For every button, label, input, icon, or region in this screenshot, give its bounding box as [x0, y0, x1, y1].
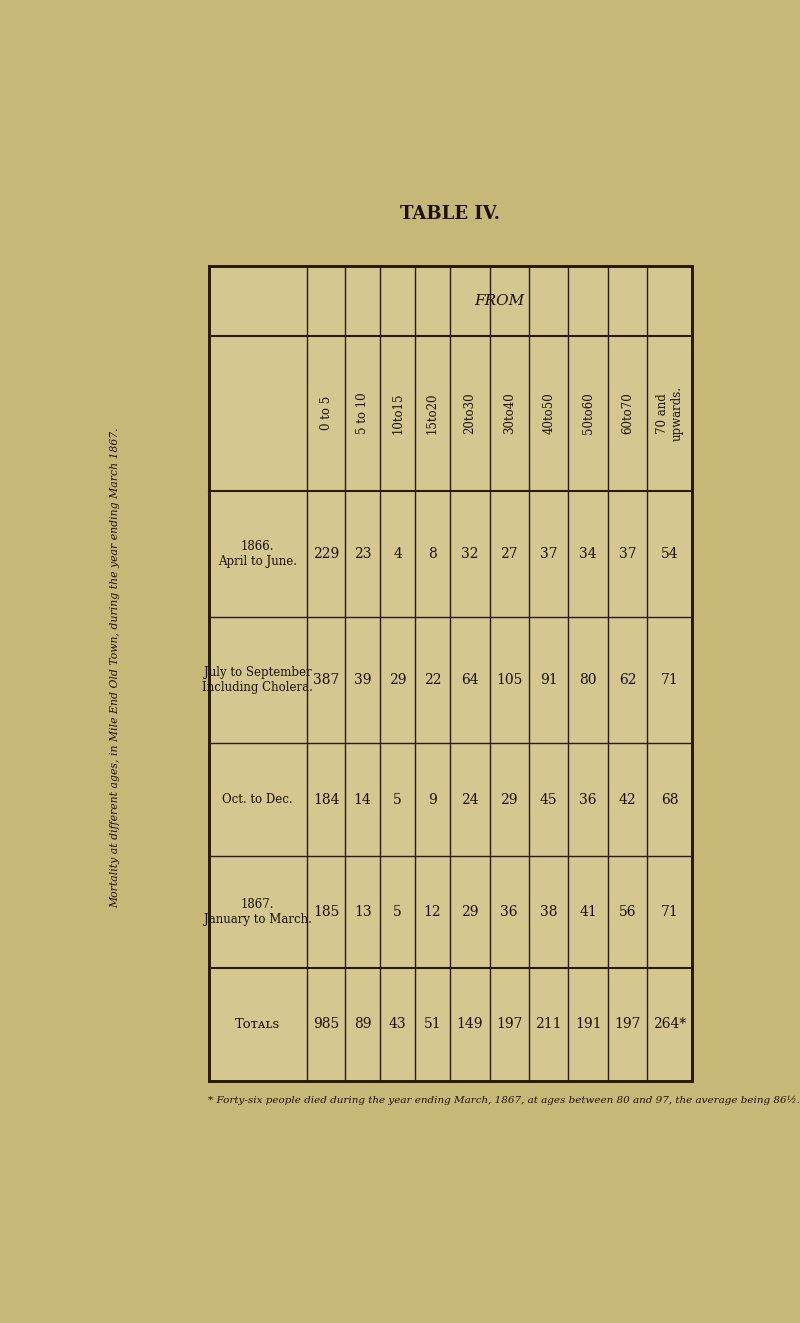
Text: 41: 41 [579, 905, 597, 919]
Text: 60to70: 60to70 [621, 393, 634, 434]
Text: 51: 51 [424, 1017, 442, 1032]
Text: 20to30: 20to30 [463, 393, 476, 434]
Text: 9: 9 [428, 792, 437, 807]
Text: 1867.
January to March.: 1867. January to March. [204, 898, 312, 926]
Text: 36: 36 [579, 792, 597, 807]
Text: 185: 185 [313, 905, 339, 919]
Text: 22: 22 [424, 673, 442, 687]
Text: 38: 38 [540, 905, 558, 919]
Text: 50to60: 50to60 [582, 393, 594, 434]
Text: 4: 4 [393, 546, 402, 561]
Text: 8: 8 [428, 546, 437, 561]
Text: 34: 34 [579, 546, 597, 561]
Text: 29: 29 [461, 905, 478, 919]
Text: 15to20: 15to20 [426, 393, 439, 434]
Text: 42: 42 [618, 792, 636, 807]
Text: FROM: FROM [474, 294, 525, 308]
Text: 40to50: 40to50 [542, 393, 555, 434]
Text: * Forty-six people died during the year ending March, 1867, at ages between 80 a: * Forty-six people died during the year … [209, 1095, 800, 1105]
Text: 62: 62 [619, 673, 636, 687]
Text: 70 and
upwards.: 70 and upwards. [656, 386, 684, 441]
Text: 43: 43 [389, 1017, 406, 1032]
Text: Tᴏᴛᴀʟѕ: Tᴏᴛᴀʟѕ [235, 1017, 281, 1031]
Text: 29: 29 [501, 792, 518, 807]
Text: 105: 105 [496, 673, 522, 687]
Text: 64: 64 [461, 673, 478, 687]
Text: 264*: 264* [653, 1017, 686, 1032]
Text: 0 to 5: 0 to 5 [320, 396, 333, 430]
Text: 68: 68 [661, 792, 678, 807]
Text: 36: 36 [501, 905, 518, 919]
Text: 5 to 10: 5 to 10 [356, 393, 369, 434]
Text: 211: 211 [535, 1017, 562, 1032]
Text: 30to40: 30to40 [502, 393, 516, 434]
Text: 229: 229 [313, 546, 339, 561]
Text: Oct. to Dec.: Oct. to Dec. [222, 794, 293, 806]
Text: 10to15: 10to15 [391, 393, 404, 434]
Text: 91: 91 [540, 673, 558, 687]
Text: 89: 89 [354, 1017, 371, 1032]
Text: Mortality at different ages, in Mile End Old Town, during the year ending March : Mortality at different ages, in Mile End… [110, 427, 121, 909]
Text: TABLE IV.: TABLE IV. [400, 205, 500, 222]
Text: 149: 149 [457, 1017, 483, 1032]
Text: 197: 197 [496, 1017, 522, 1032]
Text: 37: 37 [540, 546, 558, 561]
Text: 985: 985 [313, 1017, 339, 1032]
Text: 71: 71 [661, 673, 678, 687]
Text: 80: 80 [579, 673, 597, 687]
Text: 24: 24 [461, 792, 478, 807]
Text: 13: 13 [354, 905, 371, 919]
Text: July to September
Including Cholera.: July to September Including Cholera. [202, 667, 314, 695]
Text: 27: 27 [501, 546, 518, 561]
Text: 14: 14 [354, 792, 371, 807]
Text: 32: 32 [461, 546, 478, 561]
Text: 23: 23 [354, 546, 371, 561]
Text: 191: 191 [575, 1017, 602, 1032]
Text: 387: 387 [313, 673, 339, 687]
Text: 197: 197 [614, 1017, 641, 1032]
Text: 54: 54 [661, 546, 678, 561]
Bar [209, 266, 692, 1081]
Text: 45: 45 [540, 792, 558, 807]
Text: 37: 37 [618, 546, 636, 561]
Text: 184: 184 [313, 792, 339, 807]
Text: 56: 56 [619, 905, 636, 919]
Text: 71: 71 [661, 905, 678, 919]
Text: 12: 12 [424, 905, 442, 919]
Text: 1866.
April to June.: 1866. April to June. [218, 540, 298, 568]
Text: 5: 5 [394, 792, 402, 807]
Text: 5: 5 [394, 905, 402, 919]
Text: 29: 29 [389, 673, 406, 687]
Text: 39: 39 [354, 673, 371, 687]
